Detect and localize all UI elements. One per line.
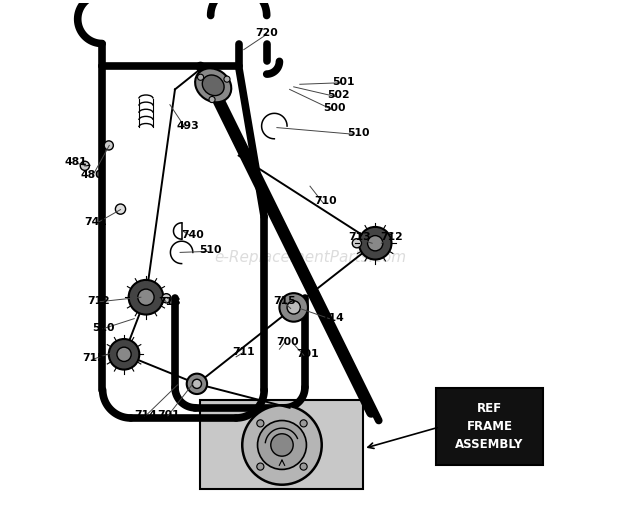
Text: 510: 510 (347, 128, 370, 138)
Text: 510: 510 (92, 323, 115, 333)
Circle shape (192, 379, 202, 388)
Circle shape (257, 421, 306, 470)
Text: 720: 720 (255, 28, 278, 38)
Ellipse shape (195, 68, 231, 102)
Circle shape (162, 294, 171, 303)
Circle shape (257, 420, 264, 427)
Text: REF
FRAME
ASSEMBLY: REF FRAME ASSEMBLY (456, 402, 524, 451)
FancyBboxPatch shape (436, 388, 543, 466)
Text: 701: 701 (157, 410, 180, 420)
FancyBboxPatch shape (200, 400, 363, 489)
Text: 741: 741 (85, 217, 107, 227)
Text: 712: 712 (87, 296, 110, 306)
Circle shape (187, 374, 207, 394)
Text: 501: 501 (332, 77, 355, 87)
Circle shape (108, 339, 140, 370)
Text: 701: 701 (296, 349, 319, 359)
Text: 510: 510 (200, 245, 222, 255)
Circle shape (300, 420, 307, 427)
Circle shape (128, 280, 163, 315)
Text: 710: 710 (314, 196, 337, 207)
Circle shape (104, 141, 113, 150)
Circle shape (352, 238, 361, 248)
Text: 714: 714 (135, 410, 157, 420)
Text: 700: 700 (276, 337, 298, 347)
Circle shape (257, 463, 264, 470)
Text: 715: 715 (273, 296, 296, 306)
Ellipse shape (202, 75, 224, 96)
Circle shape (224, 76, 230, 82)
Text: 713: 713 (159, 297, 181, 307)
Circle shape (117, 347, 131, 362)
Circle shape (359, 227, 391, 260)
Text: 711: 711 (232, 347, 255, 357)
Circle shape (115, 204, 126, 214)
Circle shape (138, 289, 154, 305)
Text: 712: 712 (380, 232, 403, 242)
Text: 502: 502 (327, 91, 349, 100)
Circle shape (368, 235, 383, 251)
Circle shape (271, 434, 293, 456)
Circle shape (300, 463, 307, 470)
Circle shape (209, 96, 215, 102)
Circle shape (287, 301, 300, 314)
Text: 500: 500 (323, 103, 346, 113)
Text: 740: 740 (182, 230, 204, 239)
Text: 481: 481 (64, 157, 87, 167)
Circle shape (80, 161, 89, 170)
Text: 480: 480 (81, 170, 104, 180)
Text: 493: 493 (176, 121, 199, 131)
Text: e-ReplacementParts.com: e-ReplacementParts.com (214, 250, 406, 265)
Text: 714: 714 (322, 313, 344, 322)
Text: 715: 715 (82, 353, 105, 364)
Text: 713: 713 (348, 232, 371, 242)
Circle shape (242, 405, 322, 485)
Circle shape (198, 74, 203, 80)
Circle shape (280, 293, 308, 322)
